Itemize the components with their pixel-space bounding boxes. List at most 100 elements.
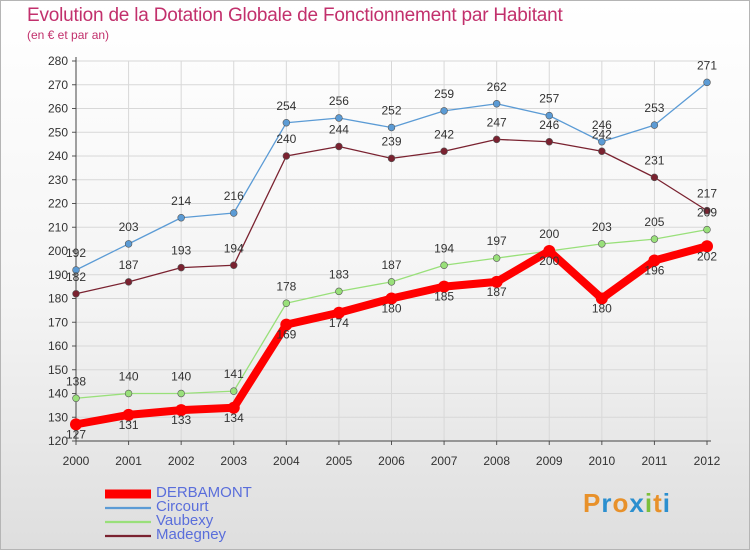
logo-letter: x [629,488,645,518]
point-circourt [282,119,291,127]
point-madegney [282,152,291,160]
data-label-layer: 192 203 214 216 254 256 252 259 262 257 246 253 271 1… [66,58,717,441]
data-label-madegney: 231 [644,153,664,167]
y-tick-label: 240 [48,149,68,163]
data-label-derbamont: 169 [276,328,296,342]
y-tick-label: 140 [48,387,68,401]
y-tick-label: 200 [48,244,68,258]
data-label-derbamont: 180 [592,302,612,316]
point-derbamont [175,404,188,417]
x-tick-label: 2007 [431,454,458,468]
data-label-madegney: 187 [119,258,139,272]
data-label-madegney: 246 [539,118,559,132]
data-label-vaubexy: 178 [276,279,296,293]
legend-swatches [105,489,151,538]
y-tick-label: 180 [48,292,68,306]
y-tick-label: 270 [48,78,68,92]
logo-letter: t [653,488,663,518]
data-label-vaubexy: 197 [487,234,507,248]
point-vaubexy [703,225,711,234]
data-label-madegney: 239 [381,134,401,148]
x-tick-label: 2001 [115,454,142,468]
data-label-madegney: 240 [276,132,296,146]
data-label-derbamont: 127 [66,427,86,441]
data-label-circourt: 253 [644,101,664,115]
point-vaubexy [124,389,133,398]
point-madegney [440,147,448,155]
data-label-derbamont: 196 [644,264,664,278]
point-madegney [598,147,606,155]
point-derbamont [595,292,608,305]
y-tick-label: 220 [48,197,68,211]
x-tick-label: 2010 [588,454,615,468]
y-tick-label: 170 [48,315,68,329]
x-tick-label: 2006 [378,454,405,468]
data-label-derbamont: 131 [119,418,139,432]
point-madegney [124,278,133,286]
x-tick-label: 2000 [63,454,90,468]
point-madegney [545,138,553,146]
point-derbamont [490,275,503,288]
point-madegney [703,206,711,215]
point-circourt [545,111,553,120]
data-label-madegney: 194 [224,241,244,255]
logo-letter: o [612,488,630,518]
series-layer [70,78,713,431]
y-tick-label: 210 [48,220,68,234]
point-derbamont [280,318,293,331]
data-label-vaubexy: 200 [539,227,559,241]
point-vaubexy [387,278,396,286]
data-label-circourt: 216 [224,189,244,203]
data-label-circourt: 257 [539,92,559,106]
y-tick-label: 260 [48,102,68,116]
data-label-circourt: 246 [592,118,612,132]
x-tick-label: 2004 [273,454,300,468]
point-derbamont [227,401,240,414]
x-tick-label: 2002 [168,454,195,468]
x-tick-label: 2003 [220,454,247,468]
data-label-vaubexy: 187 [381,258,401,272]
data-label-circourt: 192 [66,246,86,260]
y-tick-label: 130 [48,410,68,424]
point-derbamont [648,254,661,267]
point-vaubexy [177,389,185,398]
point-derbamont [122,408,135,421]
point-circourt [598,138,606,146]
point-madegney [650,173,659,182]
data-label-circourt: 252 [381,104,401,118]
point-madegney [387,154,396,163]
point-circourt [703,78,711,87]
point-circourt [124,240,133,248]
data-label-vaubexy: 209 [697,206,717,220]
point-vaubexy [335,287,343,296]
data-label-circourt: 203 [119,220,139,234]
data-label-madegney: 193 [171,244,191,258]
point-madegney [177,263,185,272]
data-label-derbamont: 174 [329,316,349,330]
data-label-derbamont: 187 [487,285,507,299]
data-label-vaubexy: 183 [329,267,349,281]
data-label-circourt: 214 [171,194,191,208]
data-label-derbamont: 134 [224,411,244,425]
data-label-derbamont: 185 [434,290,454,304]
point-madegney [72,290,80,298]
point-derbamont [332,306,345,319]
x-tick-label: 2008 [483,454,510,468]
point-circourt [650,121,659,129]
point-vaubexy [282,299,291,307]
point-circourt [492,100,501,108]
point-madegney [230,261,238,269]
y-tick-label: 280 [48,54,68,68]
data-label-madegney: 242 [592,127,612,141]
data-label-vaubexy: 138 [66,374,86,388]
data-label-derbamont: 133 [171,413,191,427]
point-derbamont [701,240,713,253]
point-derbamont [543,245,556,257]
x-tick-label: 2009 [536,454,563,468]
point-vaubexy [598,240,606,248]
point-vaubexy [72,394,80,402]
point-circourt [335,114,343,122]
data-label-circourt: 256 [329,94,349,108]
point-vaubexy [440,261,448,269]
data-label-derbamont: 200 [539,254,559,268]
